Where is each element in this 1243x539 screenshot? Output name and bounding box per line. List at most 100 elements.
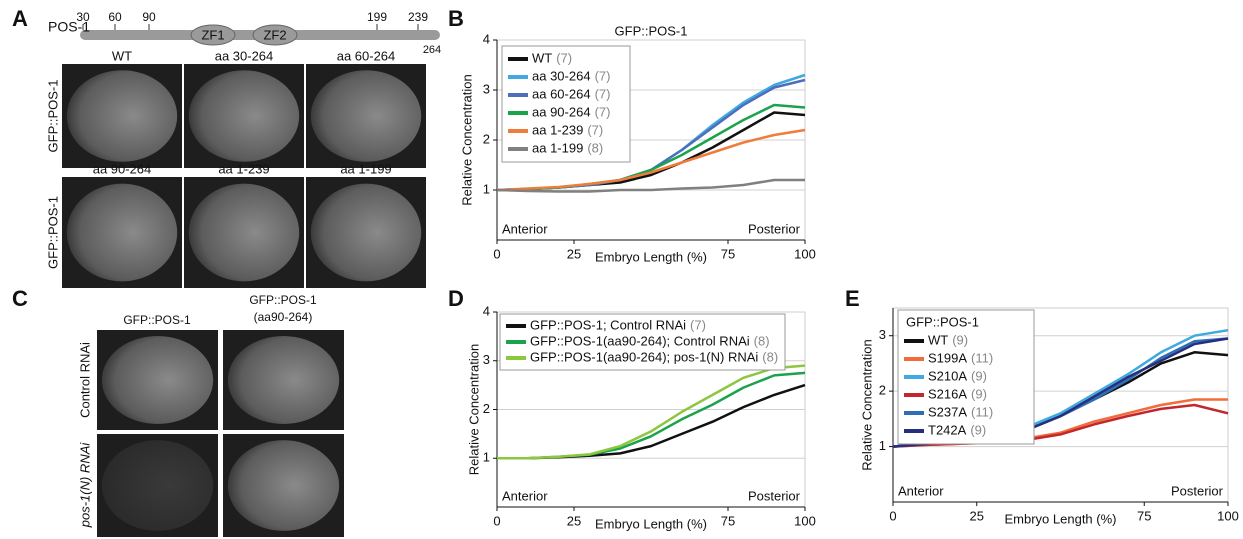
y-tick-label: 2 (879, 383, 886, 398)
legend-label: GFP::POS-1(aa90-264); Control RNAi (530, 333, 750, 348)
data-line (497, 364, 806, 460)
legend-label: S237A (928, 404, 967, 419)
legend-label: aa 90-264 (532, 104, 591, 119)
row-label: GFP::POS-1 (45, 80, 60, 153)
image-caption: aa 1-199 (340, 161, 391, 176)
y-tick-label: 1 (483, 450, 490, 465)
residue-label: 90 (142, 10, 156, 24)
x-tick-label: 25 (567, 246, 581, 261)
x-tick-label: 75 (1137, 508, 1151, 523)
embryo (101, 336, 214, 424)
data-line (496, 178, 805, 193)
legend-label: S216A (928, 386, 967, 401)
embryo (310, 70, 422, 162)
row-label: GFP::POS-1 (45, 196, 60, 269)
embryo (227, 440, 340, 531)
legend-label: aa 30-264 (532, 68, 591, 83)
x-axis-label: Embryo Length (%) (595, 249, 707, 264)
row-label: pos-1(N) RNAi (77, 442, 92, 529)
y-tick-label: 1 (879, 438, 886, 453)
embryo (66, 183, 178, 282)
x-tick-label: 75 (721, 513, 735, 528)
y-tick-label: 4 (483, 31, 490, 46)
row-label: Control RNAi (77, 342, 92, 418)
legend-count: (7) (595, 104, 611, 119)
y-axis-label: Relative Concentration (459, 74, 474, 206)
y-tick-label: 4 (483, 303, 490, 318)
y-tick-label: 3 (483, 352, 490, 367)
legend-count: (7) (587, 122, 603, 137)
legend-count: (7) (690, 317, 706, 332)
legend-label: T242A (928, 422, 967, 437)
legend-label: aa 1-239 (532, 122, 583, 137)
annotation: Posterior (748, 221, 801, 236)
image-caption: WT (112, 48, 132, 63)
legend-label: GFP::POS-1; Control RNAi (530, 317, 686, 332)
legend-title: GFP::POS-1 (906, 314, 979, 329)
y-tick-label: 2 (483, 131, 490, 146)
legend-count: (7) (595, 86, 611, 101)
domain-label: ZF1 (201, 27, 224, 42)
panel-label: C (12, 286, 28, 311)
embryo (66, 70, 178, 162)
annotation: Anterior (898, 483, 944, 498)
domain (190, 24, 236, 46)
legend-box (501, 45, 631, 163)
image-caption: aa 60-264 (337, 48, 396, 63)
y-tick-label: 1 (483, 181, 490, 196)
legend-count: (11) (971, 350, 993, 365)
residue-label: 239 (408, 10, 428, 24)
legend-label: aa 1-199 (532, 140, 583, 155)
panel-label: D (448, 286, 464, 311)
legend-count: (9) (971, 386, 987, 401)
legend-count: (11) (971, 404, 993, 419)
y-axis-label: Relative Concentration (466, 344, 481, 476)
data-line (497, 383, 806, 460)
residue-label: 199 (367, 10, 387, 24)
y-tick-label: 2 (483, 401, 490, 416)
x-tick-label: 25 (970, 508, 984, 523)
image-caption: aa 1-239 (218, 161, 269, 176)
legend-count: (9) (971, 368, 987, 383)
domain-label: ZF2 (263, 27, 286, 42)
legend-label: GFP::POS-1(aa90-264); pos-1(N) RNAi (530, 349, 758, 364)
legend-label: aa 60-264 (532, 86, 591, 101)
legend-count: (7) (595, 68, 611, 83)
embryo (101, 440, 214, 531)
x-tick-label: 0 (493, 513, 500, 528)
y-tick-label: 3 (879, 327, 886, 342)
x-tick-label: 100 (794, 246, 816, 261)
legend-count: (8) (754, 333, 770, 348)
protein-name: POS-1 (48, 19, 90, 35)
panel-label: E (845, 286, 860, 311)
x-tick-label: 0 (889, 508, 896, 523)
legend-count: (9) (970, 422, 986, 437)
legend-label: S210A (928, 368, 967, 383)
data-line (496, 128, 806, 192)
x-tick-label: 75 (721, 246, 735, 261)
x-tick-label: 0 (493, 246, 500, 261)
x-tick-label: 25 (567, 513, 581, 528)
annotation: Posterior (748, 488, 801, 503)
chart-title: GFP::POS-1 (615, 23, 688, 38)
legend-box (499, 313, 786, 371)
y-axis-label: Relative Concentration (859, 339, 874, 471)
x-tick-label: 100 (794, 513, 816, 528)
residue-label: 60 (108, 10, 122, 24)
embryo (188, 70, 300, 162)
image-caption: aa 90-264 (93, 161, 152, 176)
column-header: GFP::POS-1 (249, 293, 317, 307)
column-header: (aa90-264) (254, 310, 313, 324)
x-axis-label: Embryo Length (%) (1005, 511, 1117, 526)
legend-count: (7) (556, 50, 572, 65)
legend-count: (9) (952, 332, 968, 347)
legend-label: WT (928, 332, 948, 347)
embryo (227, 336, 340, 424)
x-axis-label: Embryo Length (%) (595, 516, 707, 531)
legend-label: WT (532, 50, 552, 65)
legend-count: (8) (762, 349, 778, 364)
embryo (188, 183, 300, 282)
embryo (310, 183, 422, 282)
y-tick-label: 3 (483, 81, 490, 96)
